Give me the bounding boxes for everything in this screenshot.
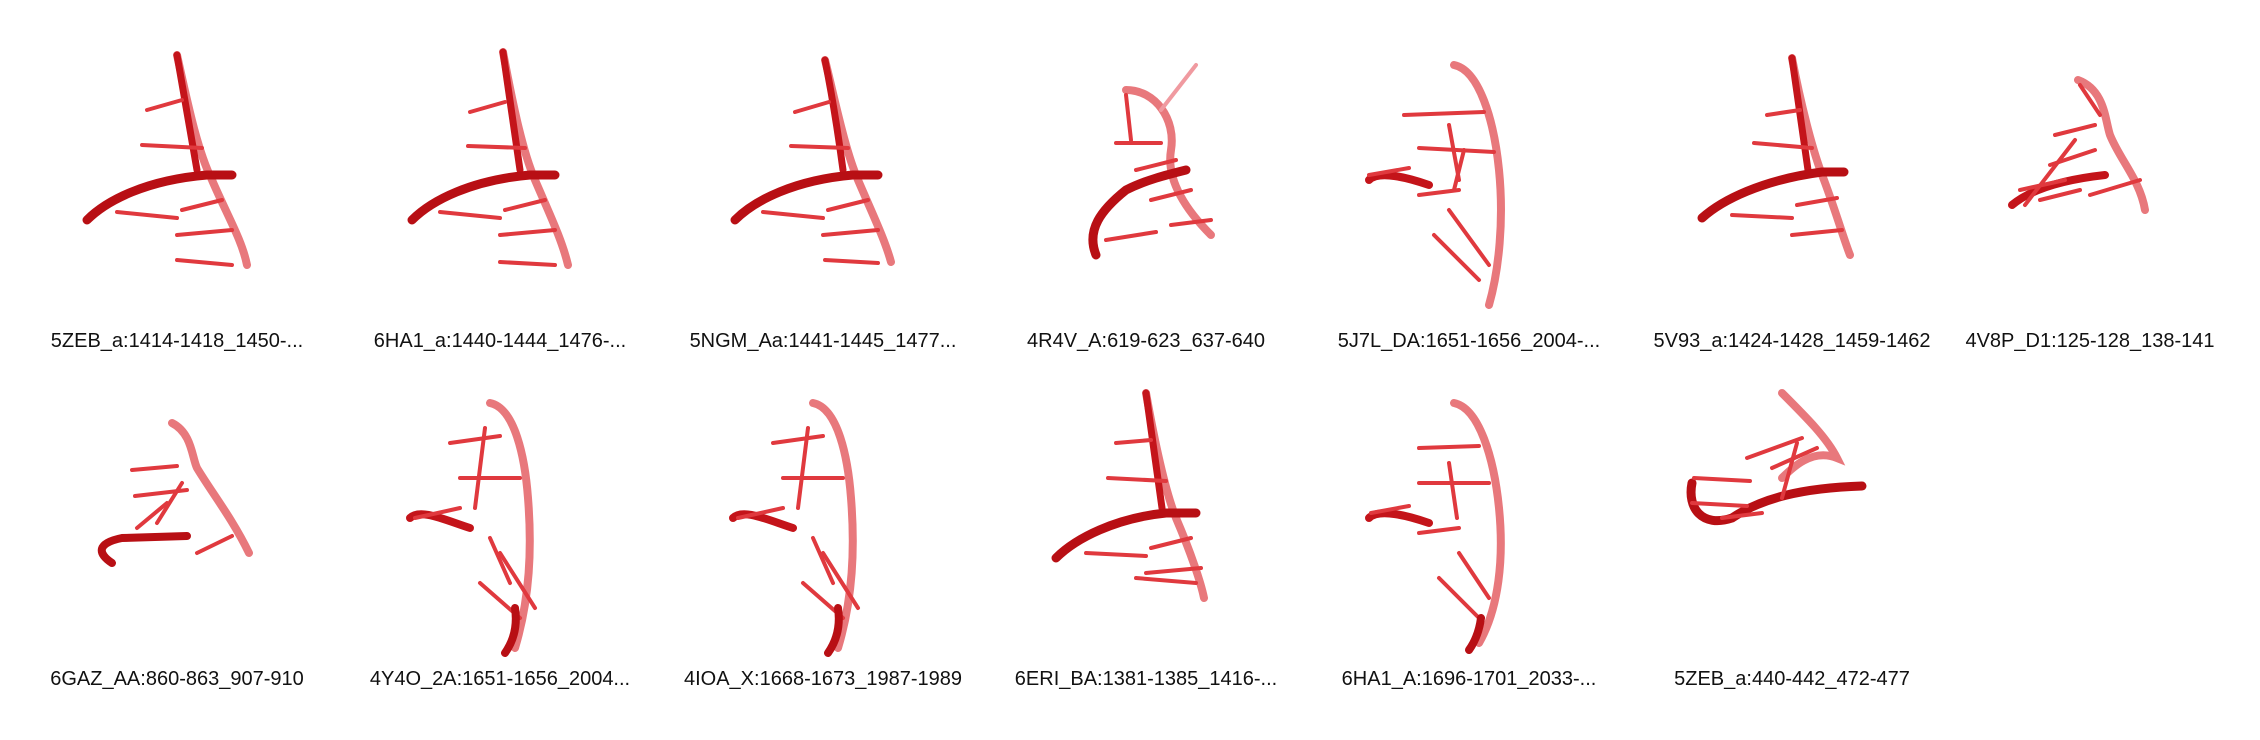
structure-label: 5V93_a:1424-1428_1459-1462 bbox=[1653, 330, 1931, 352]
rna-structure-image bbox=[730, 56, 895, 266]
structure-label: 6GAZ_AA:860-863_907-910 bbox=[50, 668, 304, 690]
structure-panel-8: 6GAZ_AA:860-863_907-910 bbox=[17, 378, 337, 718]
structure-label: 5ZEB_a:440-442_472-477 bbox=[1674, 668, 1910, 690]
structure-panel-12: 6HA1_A:1696-1701_2033-... bbox=[1309, 378, 1629, 718]
rna-structure-image bbox=[1088, 63, 1215, 260]
structure-panel-3: 5NGM_Aa:1441-1445_1477... bbox=[663, 40, 983, 380]
structure-label: 4V8P_D1:125-128_138-141 bbox=[1965, 330, 2215, 352]
structure-panel-6: 5V93_a:1424-1428_1459-1462 bbox=[1632, 40, 1952, 380]
rna-structure-image bbox=[82, 51, 251, 269]
rna-structure-image bbox=[1051, 389, 1208, 602]
rna-structure-image bbox=[1365, 399, 1505, 654]
structure-panel-2: 6HA1_a:1440-1444_1476-... bbox=[340, 40, 660, 380]
rna-structure-image bbox=[2008, 76, 2149, 214]
structure-panel-11: 6ERI_BA:1381-1385_1416-... bbox=[986, 378, 1306, 718]
structure-panel-13: 5ZEB_a:440-442_472-477 bbox=[1632, 378, 1952, 718]
structure-label: 6HA1_A:1696-1701_2033-... bbox=[1341, 668, 1597, 690]
structure-panel-10: 4IOA_X:1668-1673_1987-1989 bbox=[663, 378, 983, 718]
rna-structure-image bbox=[407, 48, 572, 269]
rna-structure-image bbox=[729, 399, 860, 657]
structure-panel-5: 5J7L_DA:1651-1656_2004-... bbox=[1309, 40, 1629, 380]
structure-panel-7: 4V8P_D1:125-128_138-141 bbox=[1930, 40, 2250, 380]
structure-label: 5ZEB_a:1414-1418_1450-... bbox=[50, 330, 304, 352]
rna-structure-image bbox=[1365, 61, 1505, 309]
structure-label: 4IOA_X:1668-1673_1987-1989 bbox=[683, 668, 962, 690]
structure-label: 4Y4O_2A:1651-1656_2004... bbox=[369, 668, 631, 690]
structure-panel-1: 5ZEB_a:1414-1418_1450-... bbox=[17, 40, 337, 380]
rna-structure-image bbox=[1686, 389, 1867, 526]
structure-label: 6ERI_BA:1381-1385_1416-... bbox=[1014, 668, 1278, 690]
structure-panel-9: 4Y4O_2A:1651-1656_2004... bbox=[340, 378, 660, 718]
structure-label: 5J7L_DA:1651-1656_2004-... bbox=[1337, 330, 1601, 352]
rna-structure-image bbox=[406, 399, 537, 657]
rna-structure-image bbox=[97, 419, 253, 567]
structure-label: 4R4V_A:619-623_637-640 bbox=[1027, 330, 1265, 352]
structure-label: 5NGM_Aa:1441-1445_1477... bbox=[689, 330, 957, 352]
structure-panel-4: 4R4V_A:619-623_637-640 bbox=[986, 40, 1306, 380]
rna-structure-image bbox=[1697, 54, 1854, 259]
structure-label: 6HA1_a:1440-1444_1476-... bbox=[373, 330, 627, 352]
